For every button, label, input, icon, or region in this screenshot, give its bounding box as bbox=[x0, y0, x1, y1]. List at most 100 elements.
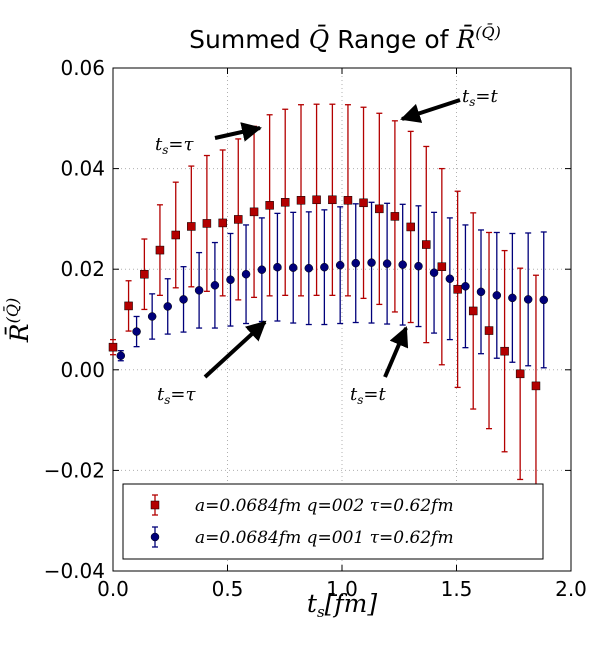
data-point bbox=[140, 269, 149, 279]
data-point bbox=[124, 301, 133, 311]
annotation-arrow-4 bbox=[383, 326, 409, 378]
data-point bbox=[108, 342, 118, 352]
data-point bbox=[163, 302, 172, 311]
data-point bbox=[328, 195, 337, 205]
data-point bbox=[194, 286, 204, 295]
data-point bbox=[461, 282, 470, 291]
x-axis-label: ts[fm] bbox=[307, 589, 377, 621]
data-point bbox=[241, 269, 251, 279]
chart-title: Summed Q̄ Range of R̄(Q̄) bbox=[189, 21, 501, 54]
data-point bbox=[523, 295, 533, 304]
title-part-1: Summed bbox=[189, 25, 309, 54]
title-r-superscript: (Q̄) bbox=[475, 21, 501, 42]
data-point bbox=[422, 240, 431, 249]
annotation-arrow-2 bbox=[400, 98, 461, 123]
data-point bbox=[367, 258, 376, 267]
y-tick-label: 0.04 bbox=[60, 157, 105, 181]
x-tick-label: 1.0 bbox=[326, 577, 358, 601]
data-point bbox=[147, 312, 157, 321]
y-axis: −0.04 −0.02 0.00 0.02 0.04 0.06 bbox=[44, 56, 571, 583]
data-point bbox=[453, 285, 462, 294]
data-point bbox=[359, 198, 368, 208]
data-point bbox=[249, 207, 259, 217]
x-tick-label: 1.5 bbox=[441, 577, 473, 601]
annotation-subscript: s bbox=[164, 393, 170, 407]
data-point bbox=[257, 265, 267, 274]
annotation-value: =τ bbox=[168, 134, 194, 155]
annotation-subscript: s bbox=[357, 393, 363, 407]
y-label-r: R̄ bbox=[5, 323, 34, 343]
legend-box bbox=[122, 483, 544, 560]
data-point bbox=[226, 275, 235, 285]
data-point bbox=[116, 351, 126, 360]
annotation-t: t bbox=[157, 384, 165, 405]
data-point bbox=[539, 295, 548, 305]
y-axis-label: R̄(Q̄) bbox=[1, 298, 34, 343]
x-label-t: t bbox=[307, 589, 318, 618]
data-point bbox=[288, 263, 298, 272]
data-point bbox=[179, 295, 188, 304]
data-point bbox=[515, 369, 525, 379]
data-point bbox=[187, 222, 196, 231]
data-point bbox=[304, 263, 314, 273]
x-label-unit: [fm] bbox=[325, 589, 378, 618]
data-point bbox=[265, 201, 274, 210]
data-point bbox=[476, 287, 486, 297]
data-point bbox=[492, 291, 502, 300]
annotation-label: ts=t bbox=[350, 384, 386, 407]
annotation-arrow-3 bbox=[203, 320, 267, 379]
data-point bbox=[210, 281, 220, 290]
data-point bbox=[437, 262, 447, 271]
data-point bbox=[171, 230, 180, 240]
y-tick-label: 0.00 bbox=[60, 358, 105, 382]
data-point bbox=[429, 268, 439, 277]
data-point bbox=[132, 327, 141, 336]
data-point bbox=[468, 306, 478, 316]
data-point bbox=[296, 196, 306, 205]
data-point bbox=[531, 381, 541, 391]
series-layer bbox=[108, 103, 548, 498]
data-point bbox=[414, 261, 423, 271]
data-point bbox=[320, 262, 329, 272]
annotation-label: ts=t bbox=[462, 86, 498, 109]
annotation-subscript: s bbox=[162, 143, 168, 157]
series-2 bbox=[116, 201, 548, 369]
annotation-value: =t bbox=[363, 384, 386, 405]
x-axis: 0.0 0.5 1.0 1.5 2.0 bbox=[97, 68, 587, 601]
data-point bbox=[375, 204, 384, 214]
data-point bbox=[382, 259, 392, 268]
annotation-value: =τ bbox=[170, 384, 196, 405]
y-tick-label: −0.02 bbox=[44, 458, 105, 482]
data-point bbox=[508, 293, 517, 303]
data-point bbox=[406, 222, 415, 232]
series-1 bbox=[108, 103, 541, 498]
x-tick-label: 0.0 bbox=[97, 577, 129, 601]
y-label-superscript: (Q̄) bbox=[1, 298, 22, 324]
y-tick-label: −0.04 bbox=[44, 559, 105, 583]
data-point bbox=[234, 215, 243, 224]
legend-marker bbox=[150, 532, 160, 542]
annotation-arrow-1 bbox=[214, 122, 262, 142]
title-part-2: Range of bbox=[329, 25, 456, 54]
y-tick-label: 0.02 bbox=[60, 257, 105, 281]
annotation-value: =t bbox=[475, 86, 498, 107]
data-point bbox=[445, 274, 455, 284]
title-r-symbol: R̄ bbox=[455, 25, 475, 54]
annotation-subscript: s bbox=[469, 95, 475, 109]
annotation-t: t bbox=[155, 134, 163, 155]
x-label-subscript: s bbox=[317, 603, 325, 621]
data-point bbox=[273, 262, 282, 272]
data-point bbox=[335, 260, 345, 270]
legend-marker bbox=[150, 500, 160, 510]
annotation-label: ts=τ bbox=[155, 134, 194, 157]
annotation-t: t bbox=[462, 86, 470, 107]
data-point bbox=[484, 326, 494, 335]
annotations bbox=[203, 98, 461, 379]
data-point bbox=[155, 245, 165, 255]
data-point bbox=[390, 212, 400, 221]
title-q-symbol: Q̄ bbox=[309, 25, 330, 54]
data-point bbox=[312, 195, 321, 205]
data-point bbox=[351, 258, 360, 268]
data-point bbox=[343, 196, 353, 205]
